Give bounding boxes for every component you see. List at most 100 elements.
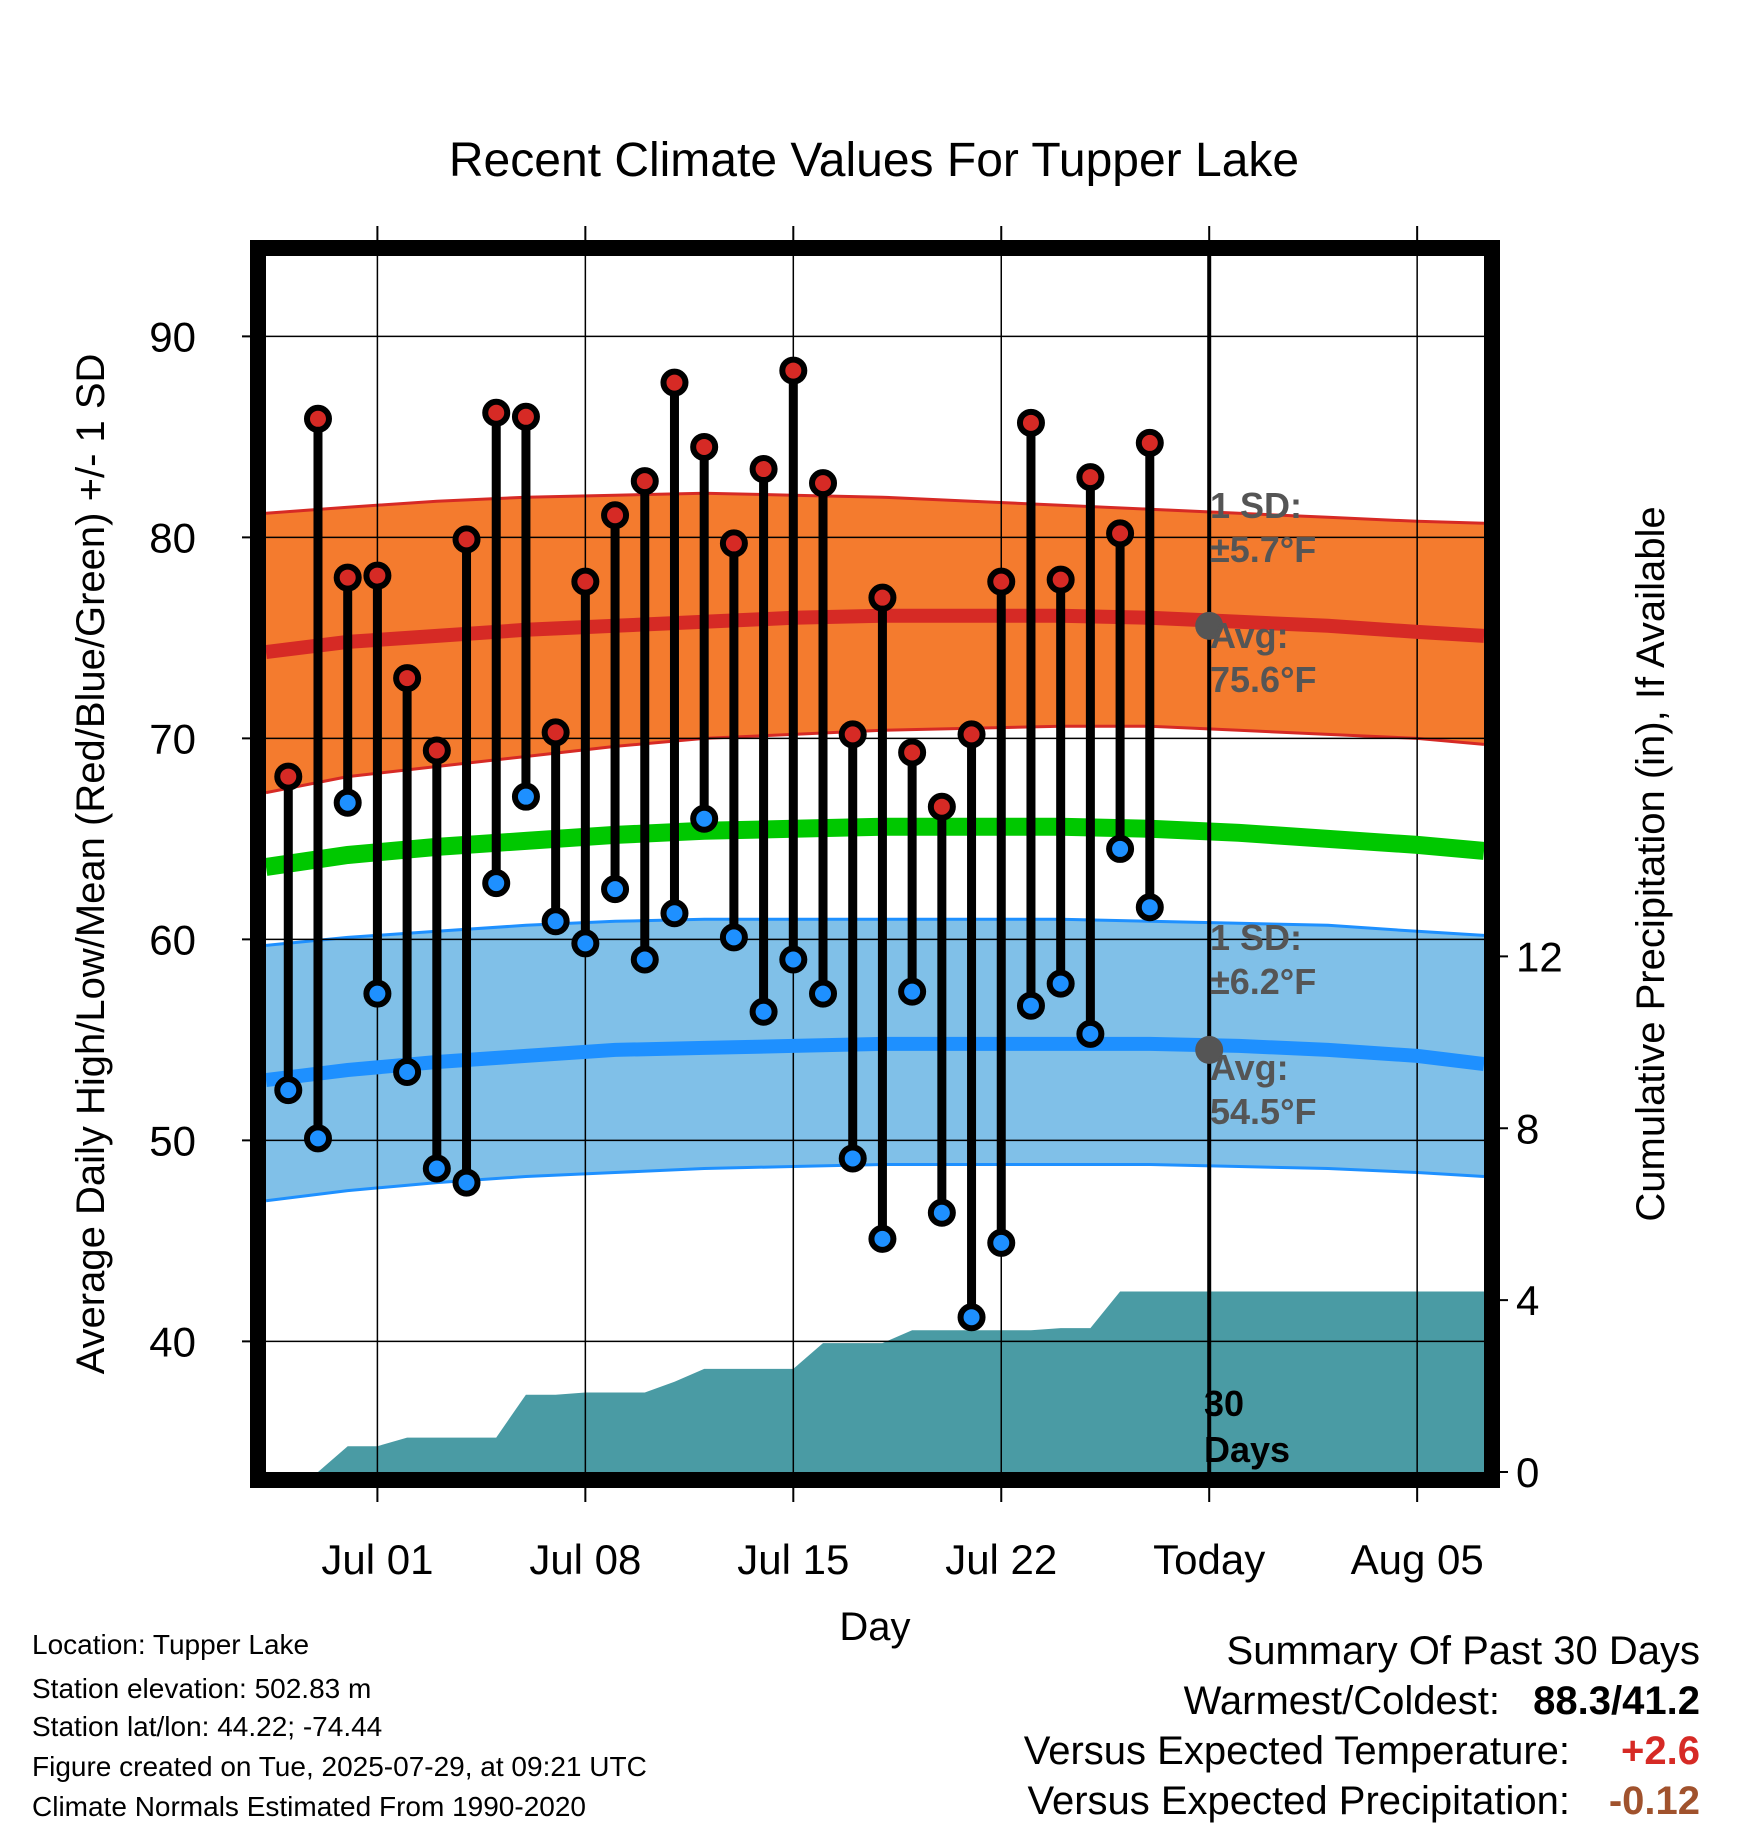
daily-high-marker bbox=[898, 738, 927, 767]
warm-cold-value: 88.3/41.2 bbox=[1533, 1679, 1700, 1723]
x-tick-label: Aug 05 bbox=[1351, 1536, 1484, 1583]
daily-high-marker bbox=[303, 404, 332, 433]
x-tick-label: Jul 22 bbox=[945, 1536, 1057, 1583]
daily-high-marker bbox=[511, 402, 540, 431]
daily-high-marker bbox=[1016, 408, 1045, 437]
daily-markers-layer bbox=[274, 356, 1164, 1332]
daily-high-marker bbox=[779, 356, 808, 385]
location-text: Location: Tupper Lake bbox=[32, 1629, 309, 1660]
y-axis-label-right: Cumulative Precipitation (in), If Availa… bbox=[1629, 506, 1673, 1221]
daily-high-marker bbox=[452, 525, 481, 554]
daily-low-marker bbox=[809, 979, 838, 1008]
right-tick-label: 8 bbox=[1516, 1105, 1539, 1152]
x-tick-label: Today bbox=[1153, 1536, 1265, 1583]
daily-high-marker bbox=[1106, 519, 1135, 548]
daily-high-marker bbox=[571, 567, 600, 596]
daily-high-marker bbox=[274, 762, 303, 791]
daily-high-marker bbox=[868, 583, 897, 612]
left-tick-label: 90 bbox=[149, 313, 196, 360]
temp-value: +2.6 bbox=[1621, 1729, 1700, 1773]
daily-low-marker bbox=[1106, 834, 1135, 863]
daily-high-marker bbox=[333, 563, 362, 592]
left-tick-label: 80 bbox=[149, 514, 196, 561]
x-tick-label: Jul 08 bbox=[529, 1536, 641, 1583]
daily-low-marker bbox=[779, 945, 808, 974]
left-tick-label: 50 bbox=[149, 1117, 196, 1164]
high-avg-label: Avg: bbox=[1210, 615, 1289, 656]
low-avg-dot bbox=[1195, 1035, 1224, 1064]
daily-high-marker bbox=[809, 469, 838, 498]
period-label-line2: Days bbox=[1204, 1429, 1290, 1470]
plot-area: 1 SD: ±5.7°F Avg: 75.6°F 1 SD: ±6.2°F Av… bbox=[266, 256, 1484, 1472]
precip-value: -0.12 bbox=[1609, 1779, 1700, 1823]
elevation-text: Station elevation: 502.83 m bbox=[32, 1673, 371, 1704]
left-tick-label: 60 bbox=[149, 916, 196, 963]
band-annotations: 1 SD: ±5.7°F Avg: 75.6°F 1 SD: ±6.2°F Av… bbox=[1204, 485, 1316, 1470]
daily-low-marker bbox=[749, 997, 778, 1026]
low-sd-value: ±6.2°F bbox=[1210, 961, 1316, 1002]
daily-high-marker bbox=[630, 467, 659, 496]
low-avg-value: 54.5°F bbox=[1210, 1091, 1316, 1132]
daily-high-marker bbox=[957, 720, 986, 749]
daily-high-marker bbox=[393, 664, 422, 693]
high-avg-value: 75.6°F bbox=[1210, 659, 1316, 700]
daily-low-marker bbox=[1135, 893, 1164, 922]
high-sd-band bbox=[266, 493, 1484, 793]
period-label-line1: 30 bbox=[1204, 1383, 1244, 1424]
right-tick-label: 12 bbox=[1516, 933, 1563, 980]
today-line-layer bbox=[1195, 256, 1224, 1472]
chart-title: Recent Climate Values For Tupper Lake bbox=[449, 134, 1299, 187]
station-info: Location: Tupper Lake Station elevation:… bbox=[32, 1629, 647, 1822]
high-sd-upper-edge bbox=[266, 491, 1484, 525]
x-tick-label: Jul 15 bbox=[737, 1536, 849, 1583]
daily-high-marker bbox=[690, 432, 719, 461]
daily-low-marker bbox=[541, 907, 570, 936]
daily-low-marker bbox=[868, 1224, 897, 1253]
plot-frame bbox=[250, 240, 1500, 1488]
daily-high-marker bbox=[1135, 428, 1164, 457]
left-axis: 40 50 60 70 80 90 bbox=[149, 313, 266, 1443]
daily-high-marker bbox=[927, 792, 956, 821]
daily-high-marker bbox=[363, 561, 392, 590]
daily-low-marker bbox=[1046, 969, 1075, 998]
daily-low-marker bbox=[1016, 991, 1045, 1020]
daily-high-marker bbox=[749, 455, 778, 484]
daily-low-marker bbox=[452, 1168, 481, 1197]
daily-low-marker bbox=[719, 923, 748, 952]
daily-high-marker bbox=[541, 718, 570, 747]
daily-low-marker bbox=[898, 977, 927, 1006]
daily-low-marker bbox=[601, 875, 630, 904]
daily-high-marker bbox=[1076, 463, 1105, 492]
daily-low-marker bbox=[333, 788, 362, 817]
daily-high-marker bbox=[719, 529, 748, 558]
daily-low-marker bbox=[957, 1303, 986, 1332]
daily-low-marker bbox=[511, 782, 540, 811]
right-axis: 0 4 8 12 bbox=[1484, 933, 1563, 1496]
daily-low-marker bbox=[987, 1228, 1016, 1257]
daily-high-marker bbox=[838, 720, 867, 749]
daily-low-marker bbox=[660, 899, 689, 928]
low-sd-label: 1 SD: bbox=[1210, 917, 1302, 958]
daily-low-marker bbox=[422, 1154, 451, 1183]
daily-low-marker bbox=[482, 869, 511, 898]
daily-low-marker bbox=[630, 945, 659, 974]
right-tick-label: 4 bbox=[1516, 1277, 1539, 1324]
warm-cold-label: Warmest/Coldest: bbox=[1184, 1679, 1500, 1723]
precipitation-area bbox=[266, 1291, 1484, 1472]
daily-high-marker bbox=[987, 567, 1016, 596]
high-sd-value: ±5.7°F bbox=[1210, 529, 1316, 570]
low-avg-label: Avg: bbox=[1210, 1047, 1289, 1088]
daily-high-marker bbox=[601, 501, 630, 530]
grid-layer bbox=[266, 256, 1484, 1472]
daily-high-marker bbox=[1046, 565, 1075, 594]
daily-low-marker bbox=[571, 929, 600, 958]
daily-low-marker bbox=[1076, 1019, 1105, 1048]
x-axis: Jul 01 Jul 08 Jul 15 Jul 22 Today Aug 05 bbox=[321, 226, 1484, 1583]
high-sd-label: 1 SD: bbox=[1210, 485, 1302, 526]
precipitation-area-layer bbox=[266, 1291, 1484, 1472]
daily-stems-layer bbox=[283, 370, 1155, 1318]
daily-low-marker bbox=[838, 1144, 867, 1173]
normals-text: Climate Normals Estimated From 1990-2020 bbox=[32, 1791, 586, 1822]
y-axis-label-left: Average Daily High/Low/Mean (Red/Blue/Gr… bbox=[69, 354, 113, 1375]
